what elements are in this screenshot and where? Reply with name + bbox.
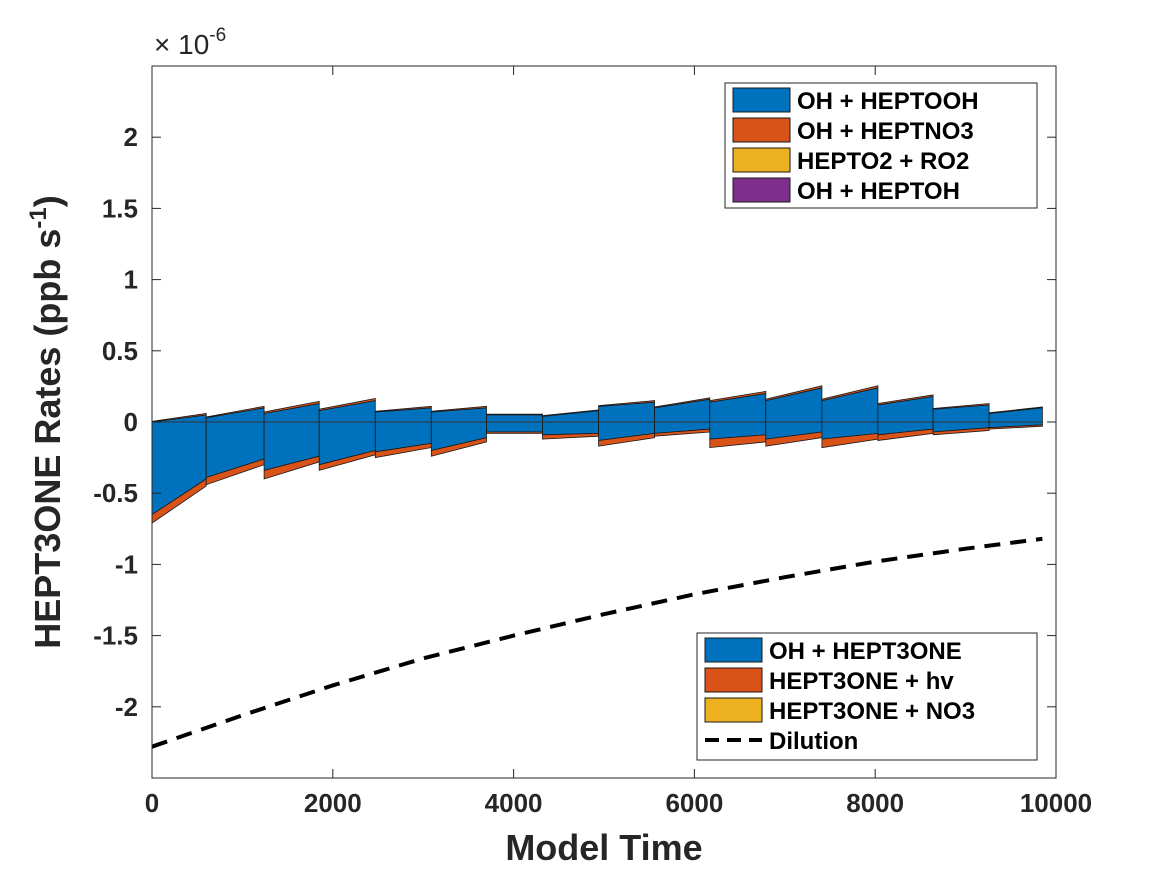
x-axis-label: Model Time: [505, 827, 702, 868]
loss-band-1-segment-8: [542, 421, 599, 436]
loss-legend-swatch: [704, 667, 763, 693]
production-legend-label: OH + HEPTNO3: [797, 118, 974, 145]
y-axis-label-close: ): [27, 195, 68, 207]
production-band-2-segment-14: [877, 394, 934, 406]
production-legend-swatch: [732, 147, 791, 173]
production-legend-swatch: [732, 177, 791, 203]
y-tick-label: 1.5: [102, 193, 138, 223]
production-band-1-segment-7: [486, 414, 543, 423]
x-tick-label: 10000: [1020, 788, 1092, 818]
y-tick-label: -0.5: [93, 478, 138, 508]
production-legend-swatch: [732, 87, 791, 113]
production-legend-label: OH + HEPTOOH: [797, 88, 979, 115]
loss-legend: OH + HEPT3ONE HEPT3ONE + hv HEPT3ONE + NO3…: [696, 632, 1038, 761]
loss-band-2-segment-9: [598, 432, 655, 447]
production-band-2-segment-6: [430, 405, 487, 413]
loss-legend-label: Dilution: [769, 728, 858, 755]
y-multiplier: × 10-6: [154, 25, 226, 60]
production-band-2-segment-10: [654, 397, 711, 409]
production-band-2-segment-11: [709, 390, 767, 403]
production-band-2-segment-3: [263, 400, 320, 414]
production-band-2-segment-16: [988, 406, 1043, 414]
production-band-2-segment-15: [932, 403, 990, 410]
y-tick-label: -2: [115, 692, 138, 722]
loss-band-2-segment-6: [430, 437, 487, 457]
production-band-2-segment-9: [598, 400, 655, 407]
loss-legend-swatch: [704, 637, 763, 663]
y-tick-label: 2: [124, 122, 138, 152]
x-tick-label: 6000: [665, 788, 723, 818]
y-axis-label: HEPT3ONE Rates (ppb s-1): [25, 195, 68, 648]
production-band-2-segment-2: [205, 405, 265, 419]
production-legend: OH + HEPTOOH OH + HEPTNO3 HEPTO2 + RO2 OH +…: [724, 82, 1038, 209]
loss-band-2-segment-7: [486, 431, 543, 434]
loss-band-2-segment-16: [988, 424, 1043, 430]
production-band-2-segment-12: [765, 385, 823, 402]
production-band-2-segment-4: [318, 398, 376, 412]
production-band-2-segment-13: [821, 385, 879, 402]
loss-legend-label: HEPT3ONE + hv: [769, 668, 954, 695]
loss-band-2-segment-15: [932, 427, 990, 436]
y-tick-label: 0.5: [102, 336, 138, 366]
loss-band-1-segment-7: [486, 421, 543, 433]
loss-legend-swatch: [704, 697, 763, 723]
production-legend-label: HEPTO2 + RO2: [797, 148, 969, 175]
y-tick-label: 1: [124, 265, 138, 295]
loss-legend-label: OH + HEPT3ONE: [769, 638, 962, 665]
loss-legend-label: HEPT3ONE + NO3: [769, 698, 975, 725]
production-legend-swatch: [732, 117, 791, 143]
x-tick-label: 0: [145, 788, 159, 818]
y-tick-label: 0: [124, 407, 138, 437]
x-tick-label: 2000: [304, 788, 362, 818]
y-tick-label: -1: [115, 549, 138, 579]
dilution-line: [151, 536, 1043, 749]
y-multiplier-exponent: -6: [209, 25, 226, 46]
production-legend-label: OH + HEPTOH: [797, 178, 960, 205]
production-band-2-segment-5: [374, 405, 432, 413]
y-axis-label-exponent: -1: [25, 207, 52, 228]
production-band-2-segment-7: [486, 413, 543, 416]
y-tick-label: -1.5: [93, 621, 138, 651]
x-tick-label: 4000: [485, 788, 543, 818]
x-tick-label: 8000: [846, 788, 904, 818]
